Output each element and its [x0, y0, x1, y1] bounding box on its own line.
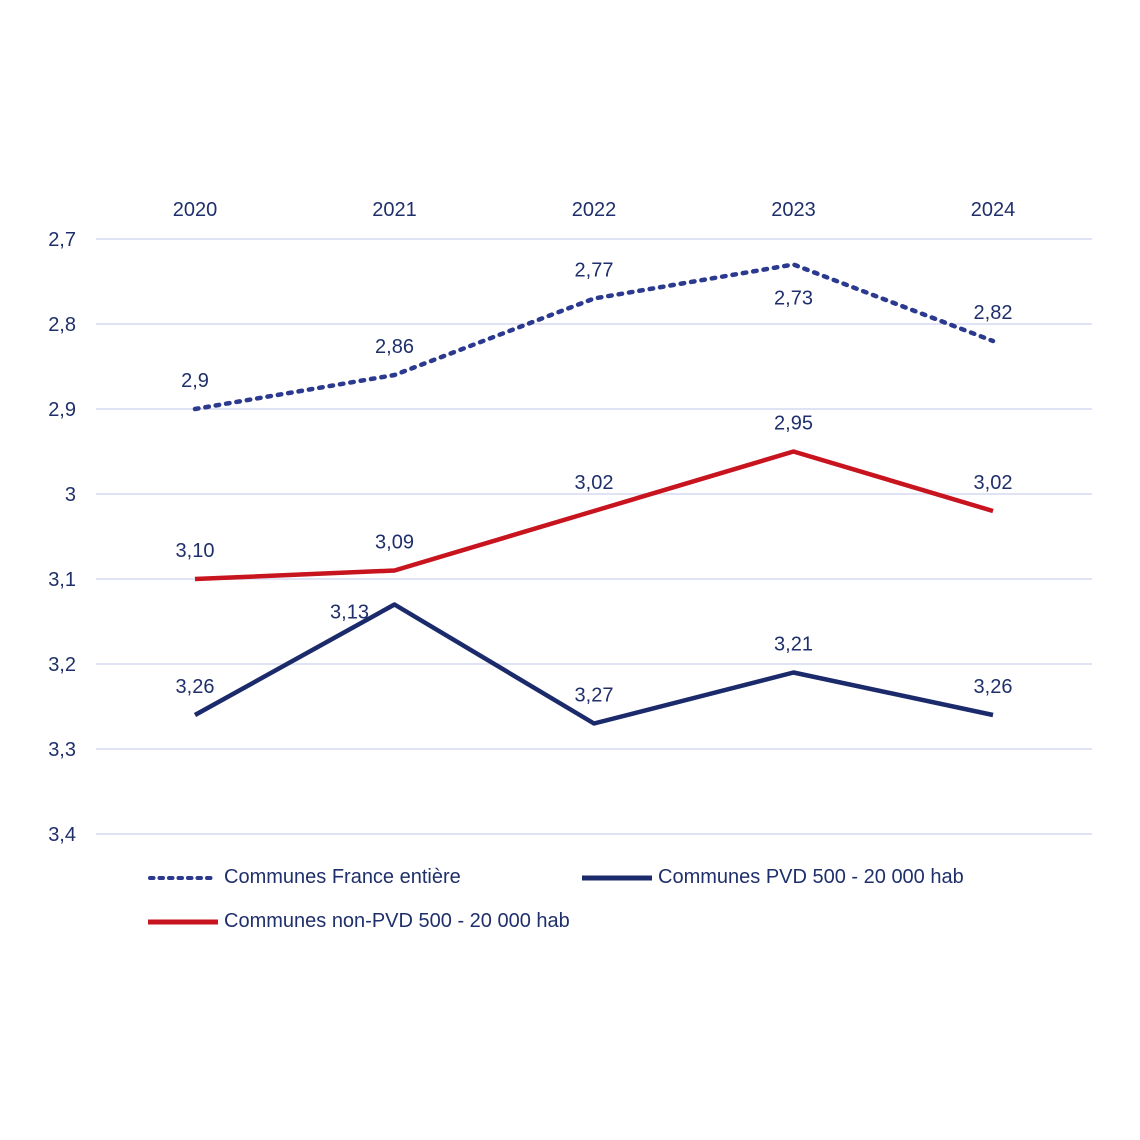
legend-swatch-navy	[582, 875, 652, 880]
series-france-entiere-data-label: 2,82	[974, 302, 1013, 324]
series-france-entiere-data-label: 2,77	[575, 260, 614, 282]
series-pvd-data-label: 3,21	[774, 634, 813, 656]
x-tick-label: 2023	[771, 199, 816, 221]
series-france-entiere-data-label: 2,86	[375, 336, 414, 358]
legend-swatch-red	[148, 919, 218, 924]
y-tick-label: 3,1	[48, 569, 76, 591]
legend-item-france: Communes France entière	[148, 866, 461, 889]
series-non-pvd-data-label: 3,02	[575, 472, 614, 494]
x-tick-label: 2021	[372, 199, 417, 221]
legend-swatch-dotted	[148, 875, 216, 880]
data-labels: 2,9 2,86 2,77 2,73 2,82 3,26 3,13 3,27 3,21 3,26 3…	[176, 260, 1013, 707]
x-tick-label: 2022	[572, 199, 617, 221]
x-tick-label: 2024	[971, 199, 1016, 221]
y-tick-label: 3,2	[48, 654, 76, 676]
series-pvd-data-label: 3,26	[974, 676, 1013, 698]
series-france-entiere-line	[192, 262, 996, 412]
series-france-entiere-data-label: 2,9	[181, 370, 209, 392]
legend: Communes France entière Communes PVD 500…	[148, 866, 1088, 956]
series-france-entiere-data-label: 2,73	[774, 288, 813, 310]
legend-item-non-pvd: Communes non-PVD 500 - 20 000 hab	[148, 910, 570, 933]
x-tick-label: 2020	[173, 199, 218, 221]
series-lines	[192, 262, 996, 726]
legend-label: Communes non-PVD 500 - 20 000 hab	[224, 910, 570, 932]
y-tick-label: 2,9	[48, 399, 76, 421]
y-tick-label: 2,8	[48, 314, 76, 336]
y-tick-label: 3	[65, 484, 76, 506]
x-axis-ticks: 2020 2021 2022 2023 2024	[173, 199, 1016, 221]
legend-label: Communes France entière	[224, 866, 461, 888]
y-tick-label: 3,3	[48, 739, 76, 761]
series-pvd-data-label: 3,26	[176, 676, 215, 698]
y-tick-label: 3,4	[48, 824, 76, 846]
series-pvd-data-label: 3,27	[575, 685, 614, 707]
series-non-pvd-data-label: 2,95	[774, 413, 813, 435]
series-non-pvd-data-label: 3,09	[375, 532, 414, 554]
y-tick-label: 2,7	[48, 229, 76, 251]
y-axis-ticks: 2,7 2,8 2,9 3 3,1 3,2 3,3 3,4	[48, 229, 76, 846]
series-non-pvd-line	[194, 449, 994, 582]
legend-label: Communes PVD 500 - 20 000 hab	[658, 866, 964, 888]
series-non-pvd-data-label: 3,10	[176, 540, 215, 562]
legend-item-pvd: Communes PVD 500 - 20 000 hab	[582, 866, 964, 889]
series-non-pvd-data-label: 3,02	[974, 472, 1013, 494]
series-pvd-line	[193, 602, 994, 726]
gridlines	[96, 238, 1092, 835]
series-pvd-data-label: 3,13	[330, 602, 369, 624]
